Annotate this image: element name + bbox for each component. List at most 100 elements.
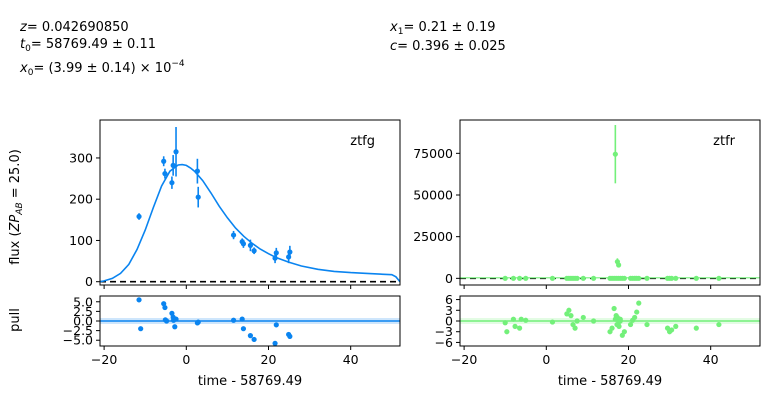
pull-panel-ztfg: 5.02.50.0−2.5−5.0 −20 0 20 40 time - 58769.49	[63, 294, 401, 389]
marker	[574, 275, 580, 281]
data-point	[273, 247, 279, 258]
marker	[251, 248, 257, 254]
y-tick-label: 0	[85, 274, 93, 289]
data-point	[523, 275, 529, 281]
pull-point	[287, 333, 293, 339]
param-x1: x1= 0.21 ± 0.19	[389, 20, 496, 37]
param-t0: t0= 58769.49 ± 0.11	[20, 37, 156, 54]
y-tick-label: 100	[69, 233, 93, 248]
data-point	[161, 156, 167, 167]
panel-ztfg: 0 100 200 300 ztfg 5.02.50.0−2.5−5.0 −20 0 20 40 t…	[63, 119, 401, 389]
y-tick-label: 0	[445, 271, 453, 286]
pull-point	[572, 325, 578, 331]
plot-frame	[459, 119, 761, 286]
pull-y-tick-label: 0	[445, 314, 453, 329]
marker	[195, 194, 201, 200]
data-point	[240, 239, 247, 248]
marker	[669, 275, 675, 281]
pull-point	[568, 313, 574, 319]
pull-point	[613, 313, 619, 319]
pull-point	[523, 317, 529, 323]
param-c: c= 0.396 ± 0.025	[390, 39, 506, 54]
data-point	[247, 239, 254, 252]
data-point	[510, 275, 517, 281]
pull-point	[163, 318, 170, 324]
x-axis-label: time - 58769.49	[558, 374, 662, 389]
data-point	[590, 275, 597, 281]
data-point	[169, 176, 175, 189]
marker	[162, 171, 168, 177]
x-axis-label: time - 58769.49	[198, 374, 302, 389]
marker	[590, 275, 597, 281]
y-tick-label: 200	[69, 192, 93, 207]
pull-point	[138, 326, 144, 332]
marker	[287, 249, 293, 255]
marker	[612, 151, 618, 157]
data-point	[230, 230, 237, 240]
marker	[170, 162, 176, 168]
data-point	[580, 275, 586, 281]
data-point	[251, 247, 257, 255]
marker	[549, 275, 556, 281]
pull-y-tick-label: 3	[445, 303, 453, 318]
data-point	[194, 158, 200, 184]
data-point	[612, 125, 618, 184]
data-point	[170, 155, 176, 176]
data-point	[669, 275, 675, 281]
pull-point	[693, 325, 699, 331]
x-tick-label: 0	[542, 352, 550, 367]
data-point	[516, 275, 523, 281]
pull-point	[566, 307, 572, 313]
param-x0: x0= (3.99 ± 0.14) × 10−4	[19, 59, 185, 78]
x-tick-label: −20	[451, 352, 477, 367]
data-point	[693, 275, 699, 281]
pull-point	[510, 316, 517, 322]
pull-point	[512, 323, 518, 329]
data-point	[173, 127, 179, 177]
pull-point	[609, 325, 615, 331]
data-point	[502, 275, 508, 281]
pull-point	[580, 314, 586, 321]
pull-y-tick-label: −3	[435, 324, 453, 339]
pull-point	[272, 340, 278, 346]
pull-point	[502, 320, 508, 326]
data-point	[644, 275, 650, 281]
pull-point	[136, 297, 142, 303]
marker	[273, 250, 279, 256]
y-tick-label: 300	[69, 150, 93, 165]
legend-label: ztfr	[713, 134, 735, 149]
pull-point	[240, 326, 247, 332]
data-point	[287, 245, 293, 259]
pull-y-tick-label: 6	[445, 292, 453, 307]
marker	[136, 213, 142, 220]
pull-y-tick-label: 2.5	[73, 304, 93, 319]
pull-y-tick-label: −5.0	[63, 333, 93, 348]
x-tick-label: 0	[182, 352, 190, 367]
pull-point	[634, 309, 640, 315]
marker	[693, 275, 699, 281]
pull-y-tick-label: −2.5	[63, 323, 93, 338]
x-tick-label: −20	[91, 352, 117, 367]
pull-point	[172, 324, 178, 330]
pull-y-tick-label: 5.0	[73, 294, 93, 309]
data-point	[574, 275, 580, 281]
pull-point	[230, 317, 237, 323]
data-point	[195, 186, 201, 208]
pull-point	[632, 314, 638, 321]
marker	[523, 275, 529, 281]
marker	[247, 242, 254, 248]
pull-point	[549, 319, 556, 325]
plot-frame	[99, 119, 401, 286]
pull-point	[627, 321, 634, 328]
marker	[161, 158, 167, 164]
data-point	[636, 275, 642, 281]
pull-point	[162, 304, 168, 311]
marker	[716, 275, 722, 281]
y-tick-label: 75000	[413, 146, 453, 161]
data-point	[716, 275, 722, 281]
data-point	[162, 168, 168, 179]
pull-point	[617, 318, 623, 324]
